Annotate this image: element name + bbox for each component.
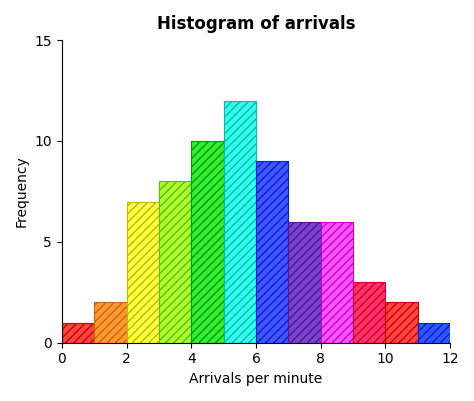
X-axis label: Arrivals per minute: Arrivals per minute [190, 372, 323, 386]
Bar [385, 302, 418, 343]
Bar [256, 161, 288, 343]
Bar [321, 222, 353, 343]
Bar [353, 282, 385, 343]
Bar [418, 322, 450, 343]
Bar [224, 101, 256, 343]
Bar [62, 322, 94, 343]
Title: Histogram of arrivals: Histogram of arrivals [157, 15, 356, 33]
Bar [127, 202, 159, 343]
Y-axis label: Frequency: Frequency [15, 156, 29, 227]
Bar [191, 141, 224, 343]
Bar [94, 302, 127, 343]
Bar [159, 181, 191, 343]
Bar [288, 222, 321, 343]
